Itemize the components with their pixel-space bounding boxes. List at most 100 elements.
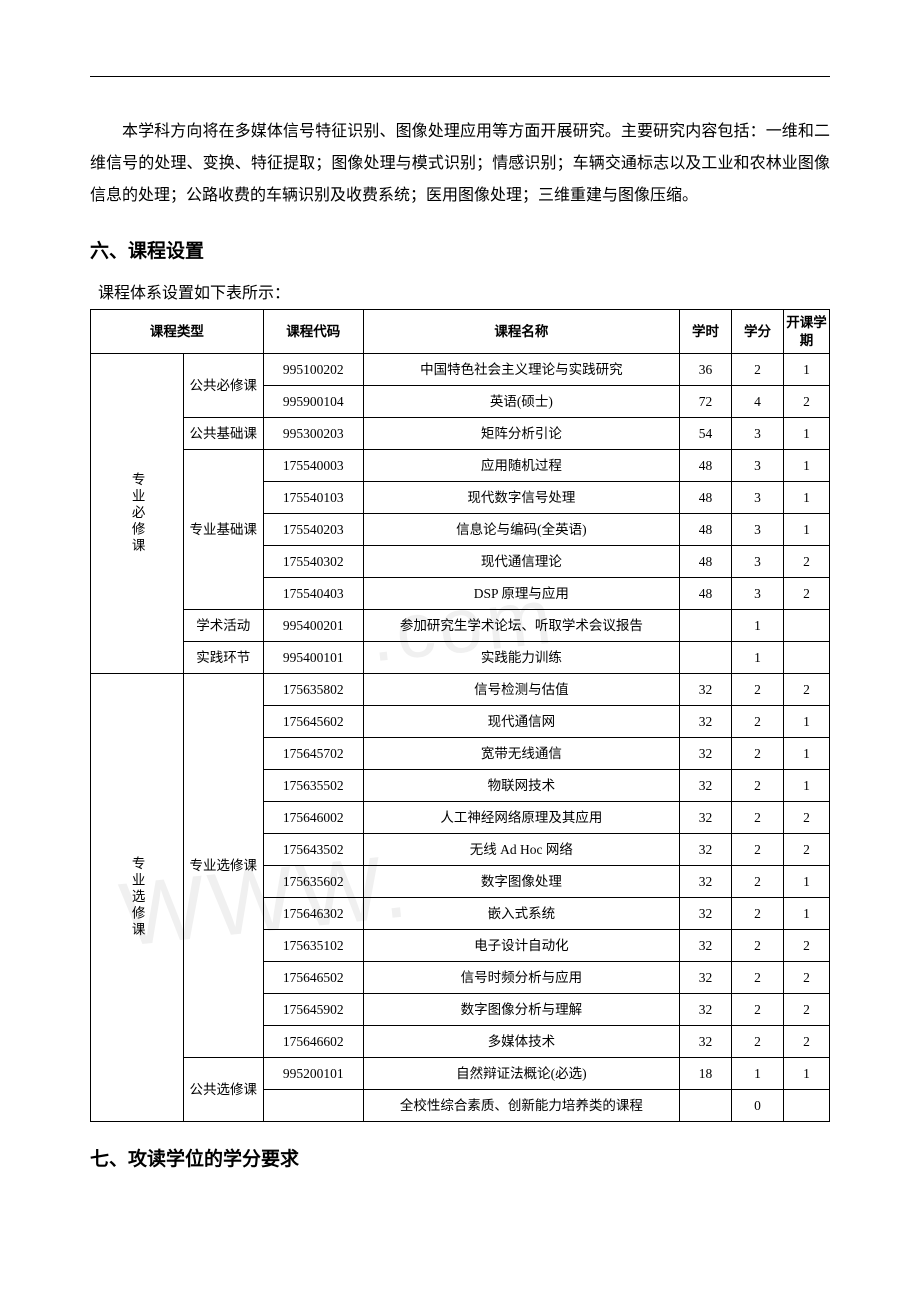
name-cell: 英语(硕士) (363, 386, 679, 418)
term-cell: 2 (784, 674, 830, 706)
name-cell: 参加研究生学术论坛、听取学术会议报告 (363, 610, 679, 642)
term-cell: 1 (784, 706, 830, 738)
credits-cell: 3 (732, 418, 784, 450)
table-header-row: 课程类型 课程代码 课程名称 学时 学分 开课学期 (91, 310, 830, 354)
group-elective-label: 专业选修课 (91, 674, 184, 1122)
credits-cell: 1 (732, 1058, 784, 1090)
hours-cell (680, 1090, 732, 1122)
hours-cell: 32 (680, 930, 732, 962)
hours-cell: 36 (680, 354, 732, 386)
term-cell: 2 (784, 930, 830, 962)
name-cell: 多媒体技术 (363, 1026, 679, 1058)
hours-cell: 32 (680, 674, 732, 706)
name-cell: 现代数字信号处理 (363, 482, 679, 514)
name-cell: 现代通信网 (363, 706, 679, 738)
header-hours: 学时 (680, 310, 732, 354)
group-required-label: 专业必修课 (91, 354, 184, 674)
hours-cell: 18 (680, 1058, 732, 1090)
term-cell: 1 (784, 738, 830, 770)
hours-cell: 48 (680, 482, 732, 514)
code-cell: 995400101 (263, 642, 363, 674)
code-cell (263, 1090, 363, 1122)
hours-cell: 32 (680, 706, 732, 738)
hours-cell (680, 610, 732, 642)
name-cell: 数字图像分析与理解 (363, 994, 679, 1026)
hours-cell: 54 (680, 418, 732, 450)
code-cell: 175646002 (263, 802, 363, 834)
code-cell: 175645602 (263, 706, 363, 738)
code-cell: 175635602 (263, 866, 363, 898)
credits-cell: 4 (732, 386, 784, 418)
hours-cell: 48 (680, 546, 732, 578)
term-cell: 1 (784, 514, 830, 546)
table-row: 学术活动 995400201 参加研究生学术论坛、听取学术会议报告 1 (91, 610, 830, 642)
term-cell: 2 (784, 578, 830, 610)
term-cell: 2 (784, 1026, 830, 1058)
name-cell: 全校性综合素质、创新能力培养类的课程 (363, 1090, 679, 1122)
credits-cell: 3 (732, 514, 784, 546)
code-cell: 995400201 (263, 610, 363, 642)
credits-cell: 2 (732, 738, 784, 770)
code-cell: 175645702 (263, 738, 363, 770)
header-code: 课程代码 (263, 310, 363, 354)
code-cell: 995200101 (263, 1058, 363, 1090)
credits-cell: 2 (732, 674, 784, 706)
term-cell: 2 (784, 994, 830, 1026)
category-cell: 实践环节 (183, 642, 263, 674)
name-cell: 现代通信理论 (363, 546, 679, 578)
code-cell: 175635502 (263, 770, 363, 802)
code-cell: 175540403 (263, 578, 363, 610)
name-cell: 实践能力训练 (363, 642, 679, 674)
term-cell (784, 642, 830, 674)
credits-cell: 2 (732, 706, 784, 738)
name-cell: 信号检测与估值 (363, 674, 679, 706)
term-cell: 1 (784, 482, 830, 514)
course-table: 课程类型 课程代码 课程名称 学时 学分 开课学期 专业必修课 公共必修课 99… (90, 309, 830, 1122)
code-cell: 175646302 (263, 898, 363, 930)
section-7-heading: 七、攻读学位的学分要求 (90, 1144, 830, 1171)
code-cell: 995900104 (263, 386, 363, 418)
code-cell: 175540103 (263, 482, 363, 514)
credits-cell: 2 (732, 962, 784, 994)
code-cell: 175540302 (263, 546, 363, 578)
credits-cell: 2 (732, 834, 784, 866)
intro-paragraph: 本学科方向将在多媒体信号特征识别、图像处理应用等方面开展研究。主要研究内容包括：… (90, 116, 830, 212)
credits-cell: 2 (732, 930, 784, 962)
credits-cell: 2 (732, 1026, 784, 1058)
category-cell: 学术活动 (183, 610, 263, 642)
table-row: 公共基础课 995300203 矩阵分析引论 54 3 1 (91, 418, 830, 450)
credits-cell: 3 (732, 450, 784, 482)
code-cell: 995300203 (263, 418, 363, 450)
credits-cell: 2 (732, 898, 784, 930)
credits-cell: 1 (732, 642, 784, 674)
name-cell: 嵌入式系统 (363, 898, 679, 930)
category-cell: 公共基础课 (183, 418, 263, 450)
name-cell: 物联网技术 (363, 770, 679, 802)
credits-cell: 3 (732, 546, 784, 578)
hours-cell: 48 (680, 578, 732, 610)
code-cell: 175635102 (263, 930, 363, 962)
table-row: 专业基础课 175540003 应用随机过程 48 3 1 (91, 450, 830, 482)
table-row: 专业选修课 专业选修课 175635802 信号检测与估值 32 2 2 (91, 674, 830, 706)
hours-cell: 32 (680, 866, 732, 898)
name-cell: 信号时频分析与应用 (363, 962, 679, 994)
category-cell: 公共选修课 (183, 1058, 263, 1122)
category-cell: 专业基础课 (183, 450, 263, 610)
name-cell: 中国特色社会主义理论与实践研究 (363, 354, 679, 386)
name-cell: 信息论与编码(全英语) (363, 514, 679, 546)
term-cell: 1 (784, 866, 830, 898)
credits-cell: 2 (732, 866, 784, 898)
hours-cell: 32 (680, 738, 732, 770)
name-cell: 矩阵分析引论 (363, 418, 679, 450)
header-term: 开课学期 (784, 310, 830, 354)
term-cell: 2 (784, 546, 830, 578)
credits-cell: 2 (732, 994, 784, 1026)
hours-cell: 72 (680, 386, 732, 418)
term-cell: 1 (784, 1058, 830, 1090)
credits-cell: 1 (732, 610, 784, 642)
credits-cell: 3 (732, 578, 784, 610)
name-cell: 人工神经网络原理及其应用 (363, 802, 679, 834)
code-cell: 175635802 (263, 674, 363, 706)
term-cell: 2 (784, 802, 830, 834)
hours-cell: 32 (680, 994, 732, 1026)
